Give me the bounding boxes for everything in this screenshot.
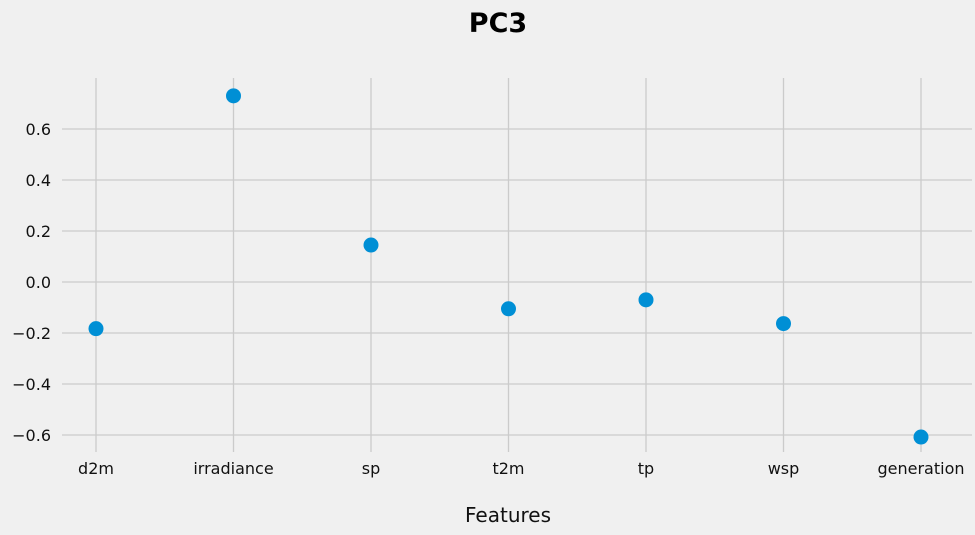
y-tick-label: 0.6 bbox=[26, 120, 51, 139]
y-tick-label: −0.2 bbox=[12, 324, 51, 343]
y-tick-label: −0.6 bbox=[12, 426, 51, 445]
x-tick-label-generation: generation bbox=[877, 459, 964, 478]
point-generation bbox=[913, 429, 929, 445]
point-tp bbox=[638, 292, 654, 308]
y-tick-label: −0.4 bbox=[12, 375, 51, 394]
point-t2m bbox=[501, 301, 516, 317]
x-axis-label: Features bbox=[465, 503, 551, 527]
y-tick-label: 0.0 bbox=[26, 273, 51, 292]
y-tick-label: 0.2 bbox=[26, 222, 51, 241]
point-irradiance bbox=[226, 88, 241, 104]
x-tick-label-irradiance: irradiance bbox=[193, 459, 273, 478]
y-axis-ticks: −0.6 −0.4 −0.2 0.0 0.2 0.4 0.6 bbox=[12, 120, 51, 445]
chart-title: PC3 bbox=[469, 8, 527, 39]
x-tick-label-tp: tp bbox=[638, 459, 654, 478]
x-tick-label-d2m: d2m bbox=[78, 459, 114, 478]
x-axis-ticks: d2m irradiance sp t2m tp wsp generation bbox=[78, 459, 964, 478]
x-tick-label-wsp: wsp bbox=[768, 459, 800, 478]
y-tick-label: 0.4 bbox=[26, 171, 51, 190]
point-sp bbox=[363, 237, 379, 253]
x-tick-label-t2m: t2m bbox=[492, 459, 524, 478]
data-points bbox=[88, 88, 929, 445]
grid-lines bbox=[62, 78, 972, 452]
point-wsp bbox=[776, 316, 791, 332]
x-tick-label-sp: sp bbox=[362, 459, 381, 478]
point-d2m bbox=[88, 321, 104, 337]
